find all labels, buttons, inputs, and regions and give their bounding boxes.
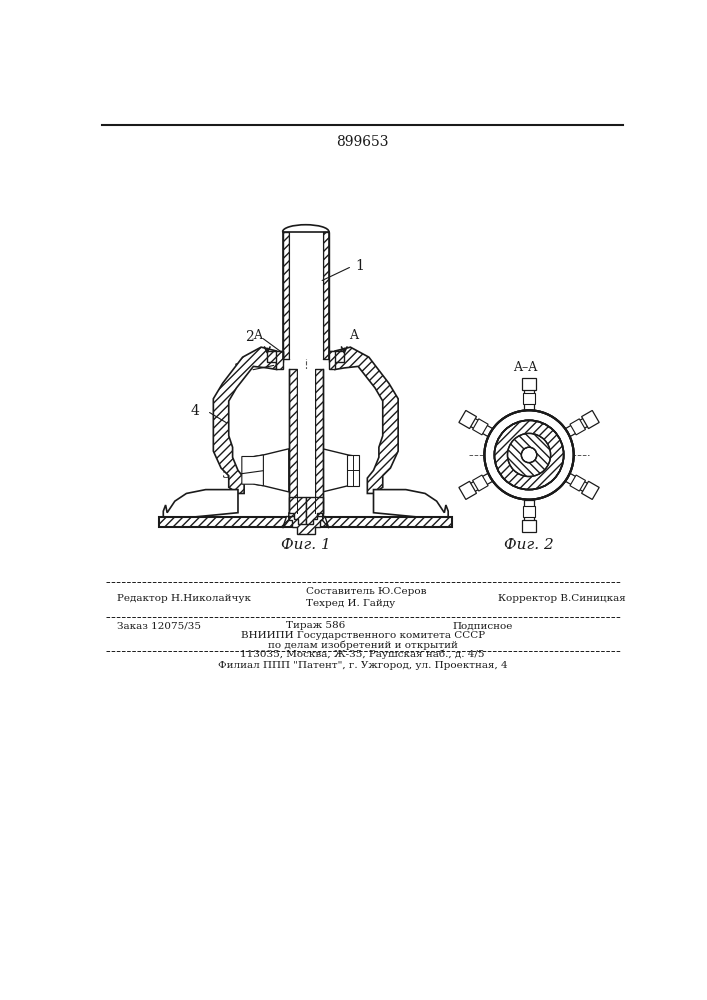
Text: 2: 2 — [245, 330, 253, 344]
Text: 5: 5 — [221, 467, 230, 481]
Polygon shape — [329, 351, 344, 362]
Polygon shape — [346, 455, 359, 486]
Text: A: A — [349, 329, 358, 342]
Polygon shape — [276, 351, 283, 369]
Polygon shape — [283, 232, 288, 359]
Text: Фиг. 2: Фиг. 2 — [504, 538, 554, 552]
Polygon shape — [522, 378, 536, 390]
Polygon shape — [570, 475, 585, 491]
Circle shape — [521, 447, 537, 463]
Polygon shape — [459, 481, 477, 499]
Polygon shape — [472, 475, 488, 491]
Text: 1: 1 — [356, 259, 365, 273]
Polygon shape — [242, 455, 264, 486]
Polygon shape — [214, 347, 276, 493]
Polygon shape — [315, 369, 322, 513]
Text: по делам изобретений и открытий: по делам изобретений и открытий — [268, 640, 457, 650]
Polygon shape — [163, 490, 238, 519]
Polygon shape — [582, 410, 600, 429]
Polygon shape — [523, 393, 535, 404]
Polygon shape — [329, 351, 335, 369]
Polygon shape — [296, 369, 315, 513]
Polygon shape — [469, 418, 493, 437]
Text: Подписное: Подписное — [452, 621, 513, 630]
Text: Заказ 12075/35: Заказ 12075/35 — [117, 621, 201, 630]
Polygon shape — [160, 517, 452, 527]
Text: ВНИИПИ Государственного комитета СССР: ВНИИПИ Государственного комитета СССР — [240, 631, 485, 640]
Polygon shape — [472, 419, 488, 435]
Circle shape — [508, 433, 551, 477]
Text: A: A — [254, 329, 262, 342]
Polygon shape — [305, 497, 322, 524]
Text: Филиал ППП "Патент", г. Ужгород, ул. Проектная, 4: Филиал ППП "Патент", г. Ужгород, ул. Про… — [218, 661, 508, 670]
Polygon shape — [322, 449, 357, 492]
Polygon shape — [283, 513, 329, 528]
Text: A–A: A–A — [513, 361, 537, 374]
Text: Техред И. Гайду: Техред И. Гайду — [305, 599, 395, 608]
Polygon shape — [523, 506, 535, 517]
Polygon shape — [525, 500, 534, 521]
Text: Составитель Ю.Серов: Составитель Ю.Серов — [305, 587, 426, 596]
Circle shape — [494, 420, 563, 490]
Text: 4: 4 — [191, 404, 199, 418]
Text: 113035, Москва, Ж-35, Раушская наб., д. 4/5: 113035, Москва, Ж-35, Раушская наб., д. … — [240, 650, 485, 659]
Polygon shape — [288, 369, 296, 513]
Polygon shape — [335, 347, 398, 493]
Text: Корректор В.Синицкая: Корректор В.Синицкая — [498, 594, 626, 603]
Text: 3: 3 — [234, 363, 243, 377]
Polygon shape — [288, 232, 322, 359]
Polygon shape — [522, 520, 536, 532]
Text: Тираж 586: Тираж 586 — [286, 621, 346, 630]
Polygon shape — [525, 389, 534, 410]
Text: Редактор Н.Николайчук: Редактор Н.Николайчук — [117, 594, 251, 603]
Polygon shape — [566, 473, 589, 492]
Polygon shape — [570, 419, 585, 435]
Polygon shape — [566, 418, 589, 437]
Polygon shape — [288, 497, 305, 524]
Polygon shape — [267, 351, 283, 362]
Polygon shape — [288, 513, 322, 534]
Text: Фиг. 1: Фиг. 1 — [281, 538, 331, 552]
Text: 899653: 899653 — [337, 135, 389, 149]
Polygon shape — [459, 410, 477, 429]
Polygon shape — [254, 449, 288, 492]
Circle shape — [484, 410, 573, 500]
Polygon shape — [322, 232, 329, 359]
Polygon shape — [469, 473, 493, 492]
Polygon shape — [373, 490, 448, 519]
Polygon shape — [582, 481, 600, 499]
